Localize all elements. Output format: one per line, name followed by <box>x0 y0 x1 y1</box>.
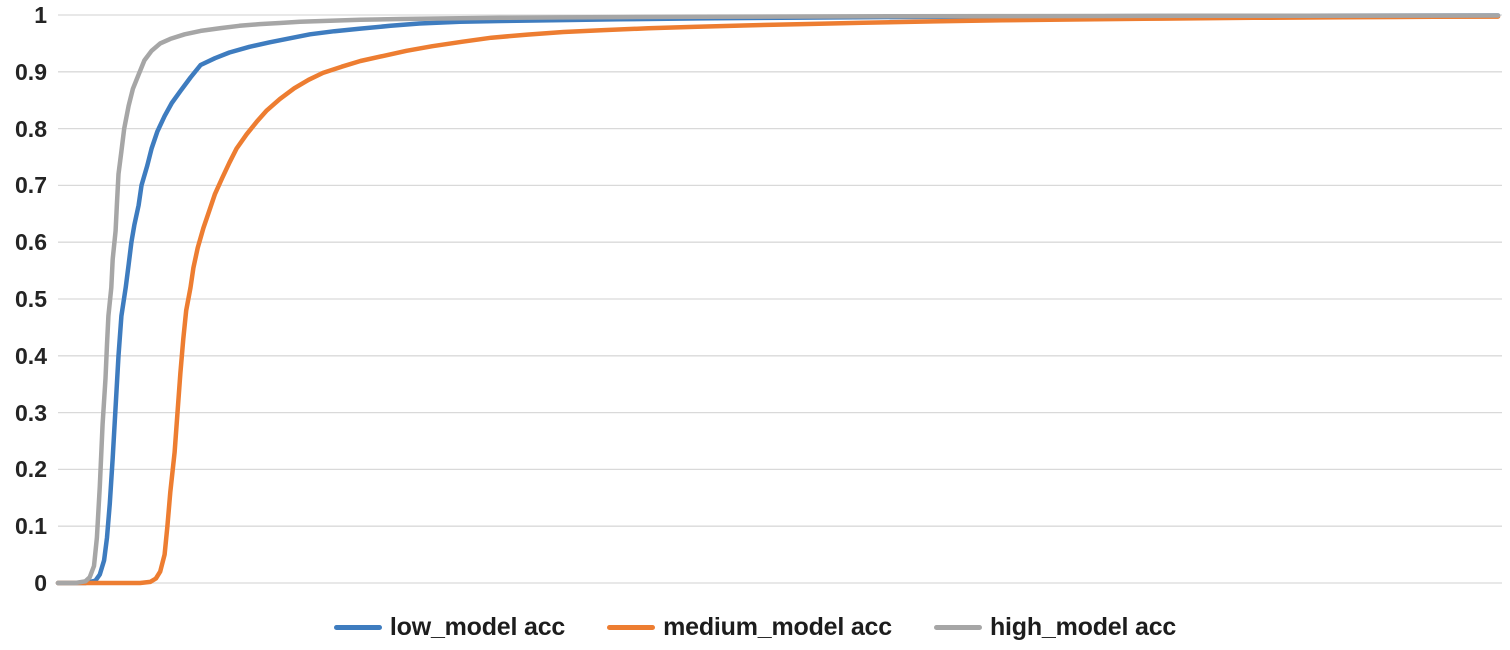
y-axis-tick-label-0.9: 0.9 <box>15 58 47 85</box>
y-axis-tick-label-0.1: 0.1 <box>15 513 47 540</box>
y-axis-tick-label-1: 1 <box>34 2 47 28</box>
legend-swatch-medium-model-acc <box>607 624 656 630</box>
y-axis-tick-label-0.2: 0.2 <box>15 456 47 483</box>
y-axis-tick-label-0.4: 0.4 <box>15 342 47 369</box>
legend-label-medium-model-acc: medium_model acc <box>663 612 892 641</box>
legend-item-medium-model-acc: medium_model acc <box>607 613 892 642</box>
legend-item-high-model-acc: high_model acc <box>933 612 1177 642</box>
y-axis: 0 0.1 0.2 0.3 0.4 0.5 0.6 0.7 0.8 0.9 1 <box>0 0 47 650</box>
series-line-high-model-acc <box>55 13 1501 586</box>
legend-label-high-model-acc: high_model acc <box>989 612 1177 641</box>
chart-legend: low_model acc medium_model acc high_mode… <box>0 604 1510 650</box>
series-line-medium-model-acc <box>55 14 1501 586</box>
y-axis-tick-label-0.8: 0.8 <box>15 115 47 142</box>
legend-label-low-model-acc: low_model acc <box>389 612 566 641</box>
y-axis-tick-label-0.3: 0.3 <box>15 399 47 426</box>
legend-swatch-low-model-acc <box>333 624 382 630</box>
y-axis-tick-label-0.6: 0.6 <box>15 229 47 256</box>
y-axis-tick-label-0.5: 0.5 <box>15 286 47 312</box>
y-axis-tick-label-0: 0 <box>34 570 47 596</box>
legend-item-low-model-acc: low_model acc <box>333 612 566 642</box>
y-axis-tick-label-0.7: 0.7 <box>15 172 47 199</box>
legend-swatch-high-model-acc <box>933 624 982 630</box>
